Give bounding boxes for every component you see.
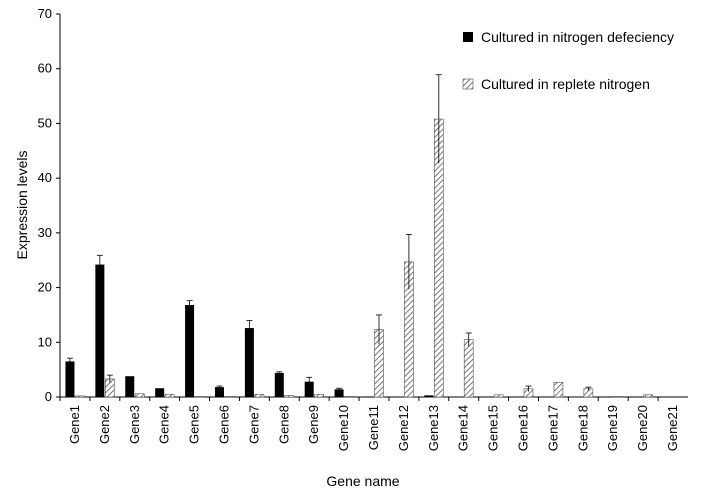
x-tick-label: Gene6 [216,405,231,444]
bar-nitrogen-deficiency-gene11 [364,396,374,397]
bar-nitrogen-deficiency-gene3 [125,376,135,397]
x-tick-label: Gene15 [486,405,501,451]
bar-nitrogen-deficiency-gene4 [155,388,165,397]
x-axis-label: Gene name [326,473,399,489]
y-tick-label: 60 [38,61,52,76]
bar-nitrogen-deficiency-gene10 [334,389,344,397]
x-tick-label: Gene10 [336,405,351,451]
bar-nitrogen-deficiency-gene8 [274,372,284,397]
bar-replete-nitrogen-gene17 [553,381,564,398]
bar-replete-nitrogen-gene5 [194,396,205,398]
y-tick-labels: 0 10 20 30 40 50 60 70 [38,6,52,404]
x-tick-label: Gene4 [157,405,172,444]
bar-nitrogen-deficiency-gene9 [304,381,314,397]
bar-replete-nitrogen-gene19 [613,396,624,398]
y-tick-label: 50 [38,115,52,130]
bar-replete-nitrogen-gene14 [463,339,474,398]
bar-replete-nitrogen-gene6 [224,396,235,398]
y-tick-label: 20 [38,280,52,295]
bar-replete-nitrogen-gene7 [254,393,265,398]
bar-replete-nitrogen-gene4 [164,393,175,398]
y-tick-label: 30 [38,225,52,240]
bar-nitrogen-deficiency-gene7 [244,328,254,397]
bar-replete-nitrogen-gene3 [134,393,145,398]
legend: Cultured in nitrogen defeciency Cultured… [462,29,674,92]
bar-nitrogen-deficiency-gene5 [185,305,195,397]
y-tick-label: 10 [38,334,52,349]
legend-label-nitrogen-deficiency: Cultured in nitrogen defeciency [481,29,674,45]
bar-replete-nitrogen-gene9 [314,393,324,398]
x-tick-label: Gene21 [665,405,680,451]
x-tick-label: Gene2 [97,405,112,444]
bar-replete-nitrogen-gene8 [284,395,295,398]
bar-nitrogen-deficiency-gene1 [65,361,75,397]
error-bars [66,74,592,392]
x-tick-label: Gene8 [276,405,291,444]
y-axis-label: Expression levels [14,151,30,260]
bars [65,118,653,398]
x-tick-label: Gene1 [67,405,82,444]
x-tick-label: Gene18 [575,405,590,451]
y-tick-label: 70 [38,6,52,21]
x-tick-label: Gene20 [635,405,650,451]
y-tick-label: 40 [38,170,52,185]
x-tick-label: Gene5 [187,405,202,444]
x-tick-label: Gene19 [605,405,620,451]
bar-replete-nitrogen-gene10 [344,396,354,398]
legend-swatch-nitrogen-deficiency [463,32,473,42]
x-tick-label: Gene17 [545,405,560,451]
bar-replete-nitrogen-gene15 [493,394,504,398]
bar-nitrogen-deficiency-gene13 [424,395,434,397]
bar-replete-nitrogen-gene1 [75,395,85,398]
bar-replete-nitrogen-gene20 [643,394,653,398]
x-tick-label: Gene13 [426,405,441,451]
x-tick-label: Gene14 [456,405,471,451]
legend-swatch-replete-nitrogen [462,78,474,90]
x-tick-labels: Gene1 Gene2 Gene3 Gene4 Gene5 Gene6 Gene7 Gene8… [67,405,680,451]
x-tick-label: Gene3 [127,405,142,444]
x-tick-label: Gene7 [246,405,261,444]
x-tick-label: Gene11 [366,405,381,450]
y-tick-label: 0 [45,389,52,404]
bar-nitrogen-deficiency-gene2 [95,264,105,397]
x-tick-label: Gene16 [516,405,531,451]
legend-label-replete-nitrogen: Cultured in replete nitrogen [481,76,650,92]
axes [56,13,688,401]
x-tick-label: Gene9 [306,405,321,444]
x-tick-label: Gene12 [396,405,411,451]
bar-nitrogen-deficiency-gene6 [214,387,224,397]
